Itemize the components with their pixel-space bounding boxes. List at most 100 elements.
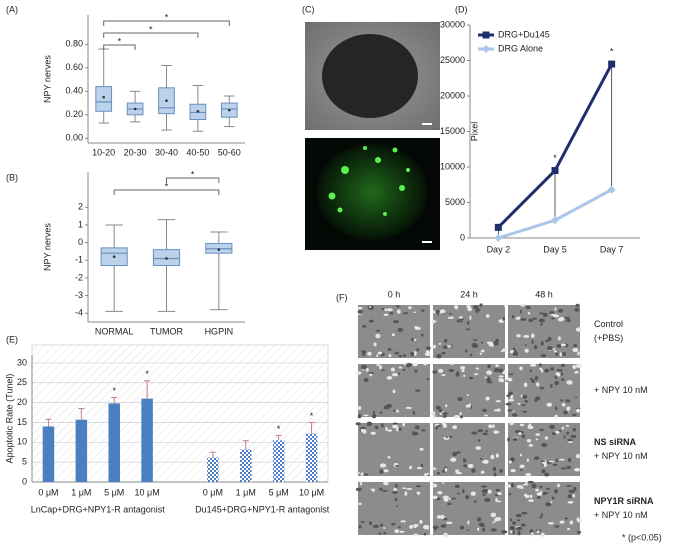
cell-texture <box>395 409 399 413</box>
cell-texture <box>452 425 458 430</box>
cell-texture <box>386 308 393 312</box>
cell-texture <box>383 469 389 473</box>
cell-texture <box>487 376 491 380</box>
y-tick-label: 2 <box>78 202 83 212</box>
cell-texture <box>413 311 417 314</box>
cell-texture <box>436 515 443 519</box>
cell-texture <box>495 453 499 458</box>
cell-texture <box>519 309 522 314</box>
cell-texture <box>449 435 453 438</box>
cell-texture <box>414 325 418 328</box>
cell-texture <box>402 312 408 315</box>
cell-texture <box>535 433 541 436</box>
significance-star: * <box>610 46 614 56</box>
cell-texture <box>438 368 444 374</box>
cell-texture <box>456 319 460 322</box>
mean-marker <box>133 107 137 111</box>
cell-texture <box>555 458 558 463</box>
row-title: NPY1R siRNA <box>594 496 654 506</box>
y-axis-label: Pixel <box>469 122 479 142</box>
bar <box>108 403 120 482</box>
cell-texture <box>394 498 398 502</box>
x-tick-label: 10-20 <box>92 147 115 157</box>
cell-texture <box>561 426 565 430</box>
cell-texture <box>391 522 396 526</box>
cell-texture <box>395 483 398 488</box>
row-subtitle: + NPY 10 nM <box>594 451 648 461</box>
cell-texture <box>402 487 407 490</box>
mean-marker <box>112 255 116 259</box>
cell-texture <box>399 530 405 533</box>
cell-texture <box>414 389 421 392</box>
cell-texture <box>556 368 563 372</box>
cell-texture <box>563 435 566 439</box>
cell-texture <box>355 371 362 375</box>
significance-star: * <box>165 181 169 191</box>
cell-texture <box>379 365 382 370</box>
cell-texture <box>363 377 369 383</box>
cell-texture <box>470 491 476 496</box>
cell-texture <box>523 382 528 388</box>
cell-texture <box>394 529 400 534</box>
cell-texture <box>572 364 577 369</box>
significance-bracket <box>166 177 220 183</box>
marker <box>551 167 559 175</box>
x-tick-label: 0 μM <box>203 487 223 497</box>
cell-texture <box>360 426 367 430</box>
cell-texture <box>442 414 447 418</box>
panel-f: (F) 0 h 24 h 48 h Control (+PBS) + NPY 10 nM N… <box>336 289 654 538</box>
cell-texture <box>559 399 564 402</box>
cell-texture <box>538 516 543 519</box>
cell-texture <box>572 494 576 498</box>
cell-texture <box>527 480 534 484</box>
cell-texture <box>475 309 479 313</box>
cell-texture <box>442 469 445 474</box>
cell-texture <box>518 432 522 435</box>
x-tick-label: 40-50 <box>186 147 209 157</box>
cell-texture <box>520 394 523 397</box>
cell-texture <box>534 375 539 381</box>
cell-texture <box>406 487 413 490</box>
cell-texture <box>435 309 441 314</box>
cell-texture <box>499 468 503 473</box>
cell-texture <box>540 368 543 373</box>
cell-texture <box>438 408 443 413</box>
significance-bracket <box>103 32 199 38</box>
cell-texture <box>549 311 555 314</box>
cell-texture <box>367 351 372 356</box>
cell-texture <box>461 368 465 373</box>
cell-texture <box>379 469 384 474</box>
y-tick-label: -1 <box>75 255 83 265</box>
cell-texture <box>528 444 534 447</box>
cell-texture <box>551 432 556 436</box>
cell-texture <box>357 373 360 376</box>
cell-texture <box>535 438 539 441</box>
cell-texture <box>567 458 572 463</box>
cell-texture <box>501 348 508 352</box>
cell-texture <box>502 317 505 322</box>
marker <box>482 31 490 39</box>
cell-texture <box>410 351 415 357</box>
cell-texture <box>357 309 363 314</box>
cell-texture <box>379 463 387 468</box>
cell-texture <box>467 463 474 468</box>
cell-texture <box>487 489 492 494</box>
cell-texture <box>454 484 460 489</box>
cell-texture <box>426 525 430 530</box>
cell-texture <box>506 377 513 382</box>
cell-texture <box>539 485 543 489</box>
cell-texture <box>496 500 502 503</box>
cell-texture <box>437 424 442 427</box>
cell-texture <box>534 456 540 461</box>
cell-texture <box>569 520 574 525</box>
cell-texture <box>378 532 382 535</box>
cell-texture <box>383 532 387 535</box>
x-tick-label: Day 5 <box>543 244 567 254</box>
cell-texture <box>465 495 470 500</box>
cell-texture <box>395 464 400 467</box>
cell-texture <box>443 338 448 343</box>
cell-texture <box>416 491 421 495</box>
cell-texture <box>515 513 522 518</box>
cell-texture <box>408 306 412 310</box>
cell-texture <box>506 394 511 397</box>
